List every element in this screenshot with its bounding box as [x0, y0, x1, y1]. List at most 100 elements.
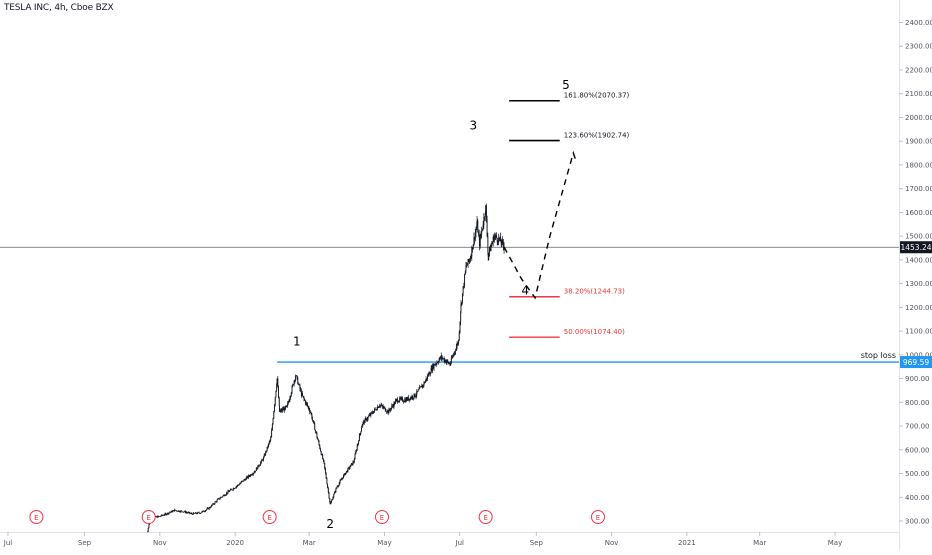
- candle-body: [297, 377, 299, 385]
- candle-body: [193, 512, 195, 514]
- candle-body: [445, 360, 447, 363]
- candle-body: [412, 396, 414, 399]
- price-tag: 969.59: [900, 356, 932, 369]
- candle-body: [356, 450, 357, 452]
- candle-body: [360, 431, 362, 434]
- price-axis-tick-label: 1700.00: [905, 185, 932, 193]
- candle-body: [300, 389, 302, 391]
- earnings-event-marker[interactable]: E: [29, 510, 44, 524]
- candle-body: [412, 397, 414, 399]
- candle-body: [260, 460, 262, 463]
- candle-body: [337, 486, 339, 487]
- candle-body: [184, 511, 186, 512]
- candle-body: [206, 508, 208, 510]
- projection-line[interactable]: [503, 150, 577, 300]
- candle-body: [401, 398, 403, 399]
- candle-body: [270, 437, 272, 438]
- candle-body: [251, 474, 253, 476]
- candle-body: [398, 401, 400, 402]
- candle-body: [253, 472, 255, 474]
- candle-body: [317, 439, 319, 442]
- price-axis[interactable]: 300.00 400.00 500.00 600.00 700.00 800.00 900.…: [899, 19, 932, 526]
- time-axis-tick-label: Mar: [753, 539, 766, 547]
- candle-body: [441, 355, 443, 359]
- candle-body: [278, 386, 279, 398]
- candle-body: [195, 512, 197, 514]
- candle-body: [189, 512, 191, 514]
- candle-body: [460, 303, 462, 312]
- candle-body: [342, 478, 344, 479]
- earnings-event-circle: [29, 510, 44, 524]
- candle-body: [490, 245, 492, 252]
- candle-body: [464, 270, 466, 275]
- price-axis-tick-label: 1100.00: [905, 328, 932, 336]
- wave-label: 2: [326, 517, 334, 531]
- candle-body: [245, 477, 247, 481]
- candle-body: [485, 205, 487, 214]
- candle-body: [226, 492, 227, 495]
- candle-body: [387, 410, 388, 413]
- time-axis[interactable]: Jul Sep Nov 2020 Mar May Jul Sep Nov 2021 Mar May: [3, 532, 842, 547]
- candle-body: [321, 454, 323, 456]
- candle-body: [455, 350, 457, 352]
- candle-body: [340, 479, 342, 481]
- candle-body: [393, 402, 395, 407]
- candle-body: [502, 239, 504, 242]
- earnings-event-marker[interactable]: E: [591, 510, 606, 524]
- candle-body: [254, 471, 256, 473]
- candle-body: [486, 219, 488, 237]
- time-axis-tick-label: 2020: [226, 539, 244, 547]
- candle-body: [413, 393, 415, 398]
- candle-body: [199, 513, 201, 514]
- candle-body: [183, 511, 185, 513]
- candle-body: [363, 420, 365, 423]
- candle-body: [179, 510, 181, 512]
- candle-body: [388, 409, 390, 414]
- candle-body: [348, 467, 350, 469]
- price-axis-tick-label: 1400.00: [905, 256, 932, 264]
- candle-body: [488, 253, 490, 257]
- candle-body: [449, 363, 451, 365]
- candle-body: [230, 489, 232, 490]
- candle-body: [480, 234, 482, 237]
- candle-body: [320, 451, 322, 455]
- candle-body: [168, 512, 170, 514]
- earnings-event-marker[interactable]: E: [375, 510, 390, 524]
- candle-body: [295, 375, 297, 377]
- candle-body: [177, 511, 178, 512]
- candle-body: [371, 412, 373, 413]
- earnings-event-marker[interactable]: E: [478, 510, 493, 524]
- candle-body: [284, 406, 286, 411]
- earnings-event-marker[interactable]: E: [262, 510, 277, 524]
- candle-body: [359, 433, 361, 435]
- candle-body: [167, 512, 169, 514]
- candle-body: [402, 401, 404, 402]
- time-axis-tick-label: 2021: [678, 539, 696, 547]
- candle-body: [324, 468, 326, 473]
- candle-body: [195, 512, 196, 514]
- candle-body: [390, 407, 392, 411]
- candle-body: [464, 274, 466, 286]
- candle-body: [330, 502, 332, 505]
- candle-body: [263, 457, 264, 461]
- earnings-event-marker[interactable]: E: [141, 510, 156, 524]
- price-axis-tick-label: 2200.00: [905, 66, 932, 74]
- candle-body: [481, 228, 483, 231]
- candle-body: [250, 474, 251, 477]
- candle-body: [455, 346, 457, 351]
- candle-body: [317, 437, 319, 440]
- candle-body: [424, 382, 426, 383]
- candle-body: [350, 464, 352, 467]
- candle-body: [276, 384, 278, 391]
- candle-body: [190, 513, 192, 514]
- candle-body: [432, 364, 434, 369]
- candle-body: [460, 311, 462, 322]
- earnings-event-circle: [591, 510, 606, 524]
- candle-body: [385, 411, 387, 412]
- candle-body: [417, 391, 418, 392]
- candle-body: [450, 357, 452, 363]
- candle-body: [292, 384, 294, 387]
